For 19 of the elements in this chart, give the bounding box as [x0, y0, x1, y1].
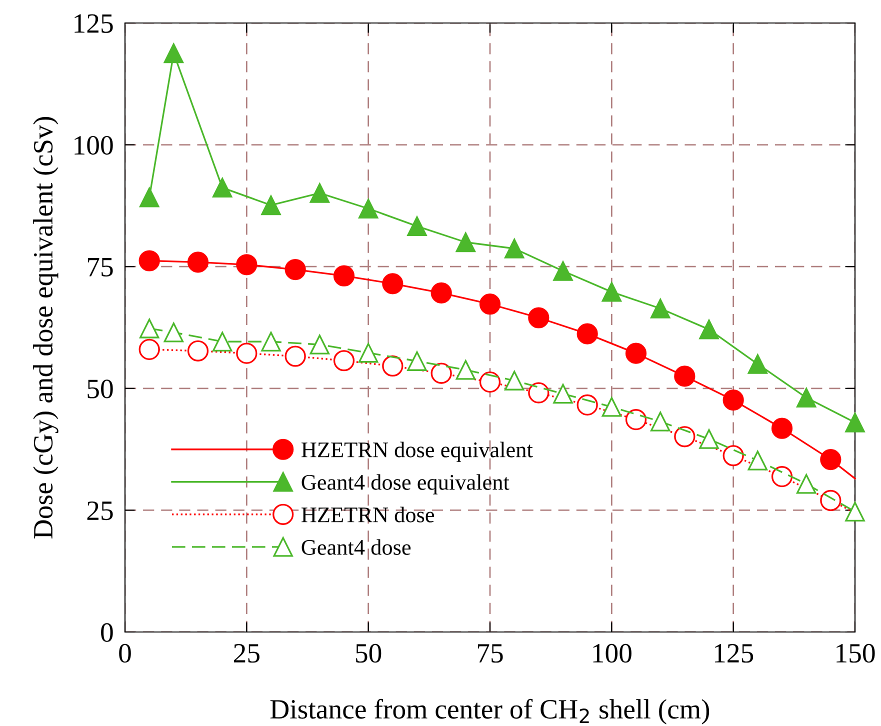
x-tick-label: 125: [714, 644, 754, 663]
y-tick-label: 75: [88, 258, 113, 277]
y-axis-title: Dose (cGy) and dose equivalent (cSv): [33, 116, 58, 538]
x-tick-label: 50: [356, 644, 382, 663]
x-tick-label: 100: [593, 644, 632, 663]
x-tick-label: 75: [478, 644, 503, 663]
y-tick-label: 100: [74, 136, 113, 155]
legend-label: Geant4 dose equivalent: [302, 474, 510, 494]
x-tick-label: 0: [119, 644, 131, 663]
y-tick-label: 50: [88, 380, 113, 398]
y-tick-label: 25: [87, 501, 113, 520]
y-tick-label: 0: [101, 623, 113, 642]
legend-label: HZETRN dose equivalent: [302, 442, 533, 462]
legend-label: HZETRN dose: [302, 506, 434, 522]
x-axis-title: Distance from center of CH$_{2}$ shell (cm): [270, 698, 710, 724]
x-tick-label: 25: [234, 644, 260, 663]
legend-label: Geant4 dose: [302, 539, 411, 555]
y-tick-label: 125: [74, 14, 113, 33]
x-tick-label: 150: [836, 644, 875, 663]
